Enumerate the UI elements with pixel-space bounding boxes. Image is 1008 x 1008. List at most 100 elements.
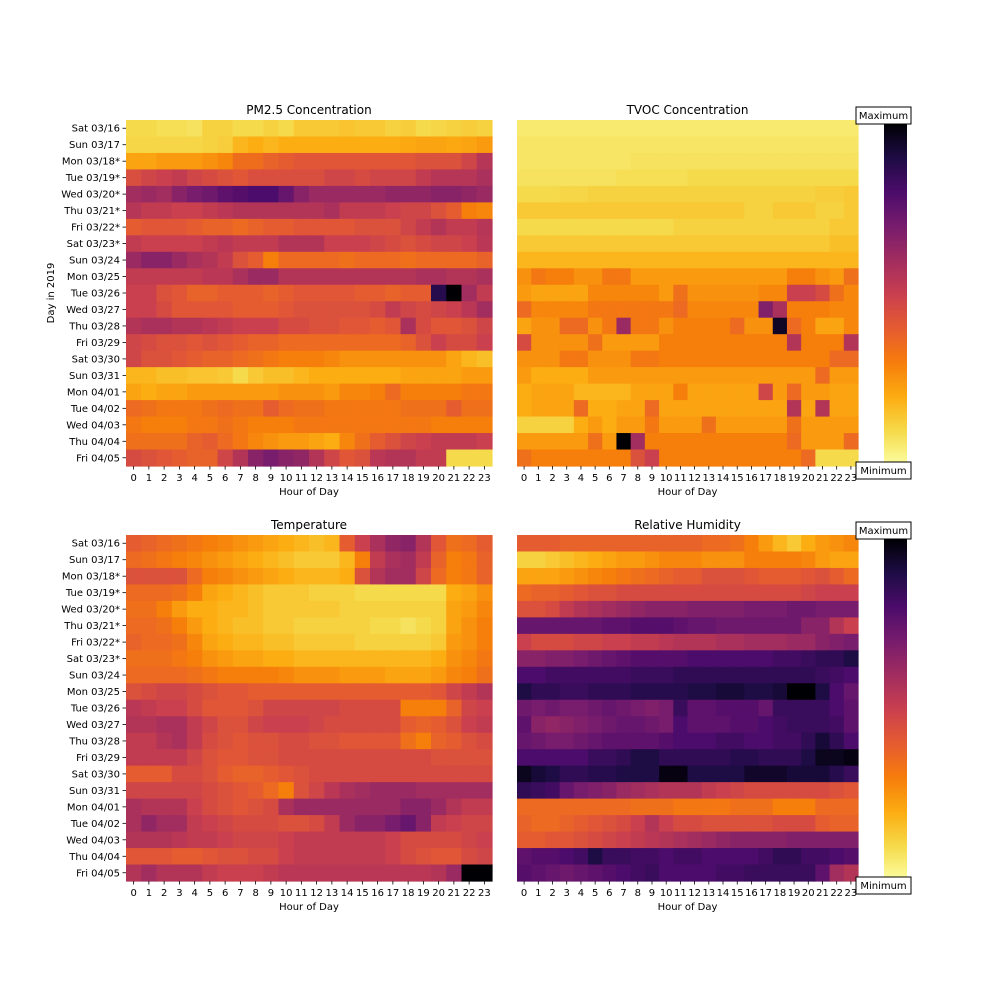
heatmap-cell: [141, 120, 158, 138]
heatmap-cell: [187, 732, 203, 750]
x-tick-label: 20: [432, 473, 445, 484]
heatmap-cell: [559, 433, 575, 451]
heatmap-cell: [517, 350, 532, 368]
heatmap-cell: [659, 683, 674, 701]
x-tick-label: 18: [773, 473, 786, 484]
heatmap-cell: [659, 633, 674, 651]
heatmap-cell: [829, 268, 845, 286]
heatmap-cell: [171, 268, 188, 286]
heatmap-cell: [187, 567, 203, 586]
heatmap-cell: [263, 301, 280, 319]
heatmap-cell: [559, 617, 575, 635]
heatmap-cell: [602, 120, 618, 138]
heatmap-cell: [744, 798, 760, 816]
heatmap-cell: [446, 383, 463, 401]
heatmap-cell: [687, 864, 703, 882]
heatmap-cell: [772, 185, 788, 203]
colorbar-gradient: [884, 539, 907, 881]
heatmap-cell: [616, 765, 632, 783]
heatmap-cell: [673, 317, 689, 335]
heatmap-cell: [156, 765, 173, 783]
heatmap-cell: [324, 765, 341, 783]
heatmap-cell: [187, 749, 203, 767]
heatmap-cell: [573, 683, 589, 701]
heatmap-cell: [616, 535, 632, 553]
heatmap-cell: [324, 218, 341, 236]
heatmap-cell: [385, 433, 402, 451]
heatmap-cell: [370, 650, 386, 668]
x-tick-label: 4: [191, 888, 197, 899]
heatmap-cell: [531, 317, 547, 335]
heatmap-cell: [431, 136, 447, 154]
heatmap-cell: [431, 317, 447, 335]
heatmap-cell: [431, 433, 447, 451]
heatmap-cell: [385, 732, 402, 750]
heatmap-cell: [385, 683, 402, 701]
heatmap-cell: [263, 449, 280, 467]
heatmap-cell: [385, 600, 402, 618]
heatmap-cell: [531, 749, 547, 767]
heatmap-cell: [772, 699, 788, 717]
heatmap-cell: [616, 218, 632, 236]
heatmap-cell: [843, 831, 859, 849]
heatmap-cell: [126, 185, 142, 203]
heatmap-cell: [616, 650, 632, 668]
heatmap-cell: [141, 551, 158, 569]
x-tick-label: 23: [478, 473, 491, 484]
heatmap-cell: [687, 600, 703, 618]
heatmap-cell: [293, 600, 310, 618]
heatmap-cell: [602, 136, 618, 154]
heatmap-cell: [476, 749, 493, 767]
heatmap-cell: [431, 350, 447, 368]
heatmap-cell: [843, 567, 859, 586]
heatmap-cell: [715, 284, 731, 302]
heatmap-cell: [843, 251, 859, 269]
heatmap-cell: [730, 683, 745, 701]
heatmap-cell: [673, 334, 689, 352]
heatmap-cell: [644, 666, 660, 684]
heatmap-cell: [559, 633, 575, 651]
x-tick-label: 18: [773, 888, 786, 899]
heatmap-cell: [730, 169, 745, 187]
heatmap-cell: [446, 551, 463, 569]
heatmap-cell: [263, 202, 280, 220]
heatmap-cell: [730, 350, 745, 368]
heatmap-cell: [171, 683, 188, 701]
heatmap-cell: [248, 218, 264, 236]
heatmap-cell: [715, 650, 731, 668]
heatmap-cell: [772, 284, 788, 302]
x-tick-label: 15: [356, 473, 369, 484]
heatmap-cell: [673, 383, 689, 401]
heatmap-cell: [559, 831, 575, 849]
heatmap-cell: [659, 699, 674, 717]
heatmap-cell: [248, 136, 264, 154]
heatmap-cell: [446, 202, 463, 220]
heatmap-cell: [217, 600, 234, 618]
heatmap-cell: [263, 666, 280, 684]
heatmap-cell: [385, 584, 402, 602]
heatmap-cell: [339, 683, 356, 701]
heatmap-cell: [559, 235, 575, 253]
heatmap-cell: [786, 765, 802, 783]
heatmap-cell: [829, 400, 845, 418]
heatmap-cell: [545, 416, 561, 434]
heatmap-cell: [400, 815, 417, 833]
heatmap-cell: [829, 136, 845, 154]
heatmap-cell: [758, 251, 774, 269]
heatmap-cell: [545, 350, 561, 368]
heatmap-cell: [786, 120, 802, 138]
heatmap-cell: [715, 120, 731, 138]
heatmap-cell: [141, 798, 158, 816]
heatmap-cell: [431, 683, 447, 701]
colorbar-min-label: Minimum: [860, 466, 906, 477]
heatmap-cell: [744, 301, 760, 319]
heatmap-cell: [324, 666, 341, 684]
heatmap-cell: [476, 864, 493, 882]
heatmap-cell: [545, 120, 561, 138]
heatmap-cell: [659, 301, 674, 319]
heatmap-cell: [701, 683, 717, 701]
heatmap-cell: [324, 235, 341, 253]
heatmap-cell: [263, 120, 280, 138]
heatmap-cell: [545, 864, 561, 882]
